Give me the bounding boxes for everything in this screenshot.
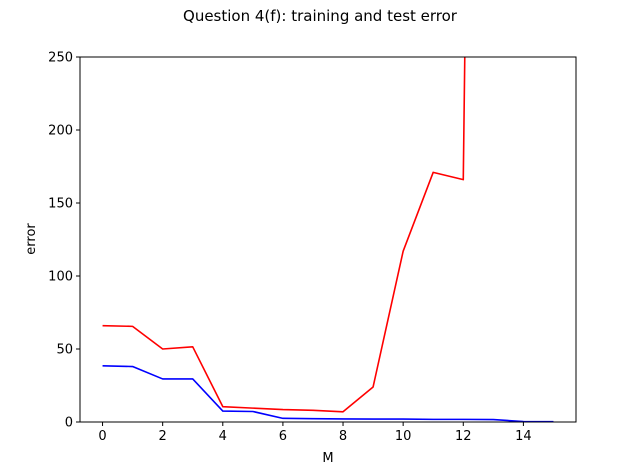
chart-title: Question 4(f): training and test error [183,7,458,25]
x-tick-label: 14 [515,429,532,444]
x-tick-label: 8 [339,429,347,444]
y-axis-label: error [24,223,39,255]
x-axis: 0 2 4 6 8 10 12 14 [98,422,532,444]
x-tick-label: 10 [395,429,412,444]
x-tick-label: 4 [219,429,227,444]
y-tick-label: 100 [48,270,73,285]
y-tick-label: 250 [48,51,73,66]
series-line-2 [102,364,554,423]
x-tick-label: 6 [279,429,287,444]
y-tick-label: 50 [56,343,73,358]
y-tick-label: 150 [48,197,73,212]
x-tick-label: 0 [98,429,106,444]
plot-frame [79,56,577,423]
y-tick-label: 200 [48,124,73,139]
series-line-1 [102,56,466,413]
plot-lines [102,56,554,423]
x-tick-label: 2 [159,429,167,444]
y-axis: 0 50 100 150 200 250 [48,51,80,431]
x-axis-label: M [322,451,333,466]
y-tick-label: 0 [65,416,73,431]
x-tick-label: 12 [455,429,472,444]
